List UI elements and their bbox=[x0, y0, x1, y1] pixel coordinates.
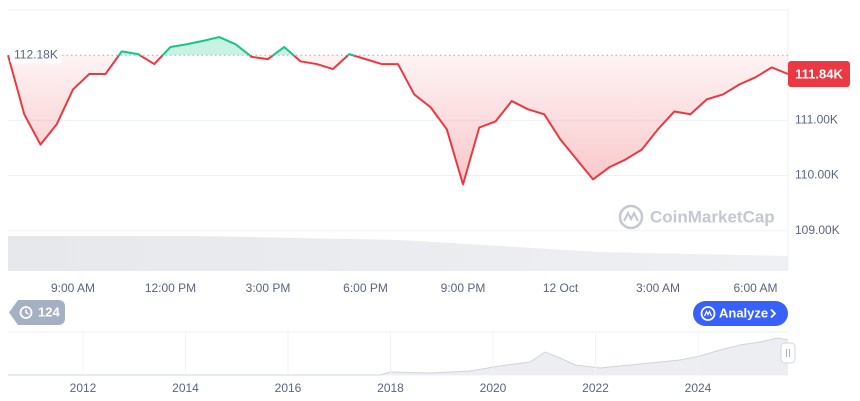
last-price-tag bbox=[788, 61, 850, 88]
area-below bbox=[8, 55, 788, 185]
price-line-above bbox=[8, 36, 357, 56]
history-badge[interactable]: 124 bbox=[9, 300, 65, 325]
y-tick-label: 109.00K bbox=[795, 223, 840, 237]
overview-year: 2014 bbox=[172, 381, 199, 395]
overview-year: 2016 bbox=[275, 381, 302, 395]
x-tick-label: 12:00 PM bbox=[145, 281, 196, 295]
analyze-bg[interactable] bbox=[693, 301, 788, 326]
overview-year: 2018 bbox=[377, 381, 404, 395]
watermark-logo-mark bbox=[623, 210, 639, 222]
watermark-text: CoinMarketCap bbox=[650, 207, 775, 226]
x-tick-label: 12 Oct bbox=[543, 281, 579, 295]
analyze-button[interactable]: Analyze bbox=[693, 301, 788, 326]
x-tick-label: 6:00 AM bbox=[733, 281, 777, 295]
badge-count: 124 bbox=[38, 304, 60, 319]
baseline-label-bg bbox=[10, 46, 62, 64]
overview: 2012 2014 2016 2018 2020 2022 2024 bbox=[8, 331, 796, 395]
x-tick-label: 3:00 AM bbox=[636, 281, 680, 295]
volume-band bbox=[8, 236, 788, 271]
x-tick-label: 9:00 PM bbox=[441, 281, 486, 295]
badge-icon-hands bbox=[25, 309, 29, 315]
area-above bbox=[118, 37, 353, 56]
x-tick-label: 3:00 PM bbox=[246, 281, 291, 295]
y-tick-label: 111.00K bbox=[795, 113, 838, 127]
analyze-chevron bbox=[770, 308, 777, 319]
overview-handle[interactable] bbox=[780, 342, 796, 364]
overview-line bbox=[8, 337, 789, 376]
last-price-label: 111.84K bbox=[795, 66, 843, 81]
analyze-label[interactable]: Analyze bbox=[719, 305, 768, 320]
badge-icon bbox=[19, 306, 33, 319]
overview-year: 2022 bbox=[582, 381, 609, 395]
axes: 109.00K 110.00K 111.00K 9:00 AM 12:00 PM 3:00… bbox=[51, 61, 850, 295]
y-tick-label: 110.00K bbox=[795, 168, 839, 182]
overview-year: 2012 bbox=[70, 381, 97, 395]
baseline-label: 112.18K bbox=[14, 47, 58, 61]
analyze-icon-mark bbox=[703, 309, 713, 317]
overview-year: 2024 bbox=[685, 381, 712, 395]
x-tick-label: 9:00 AM bbox=[51, 281, 95, 295]
analyze-icon bbox=[700, 306, 716, 321]
overview-year: 2020 bbox=[480, 381, 507, 395]
watermark-logo bbox=[618, 204, 644, 230]
overview-area bbox=[8, 338, 788, 375]
plot: 112.18K bbox=[7, 36, 789, 186]
x-tick-label: 6:00 PM bbox=[343, 281, 388, 295]
badge-bg[interactable] bbox=[9, 300, 65, 325]
price-line-below bbox=[7, 55, 789, 186]
watermark: CoinMarketCap bbox=[618, 204, 775, 230]
